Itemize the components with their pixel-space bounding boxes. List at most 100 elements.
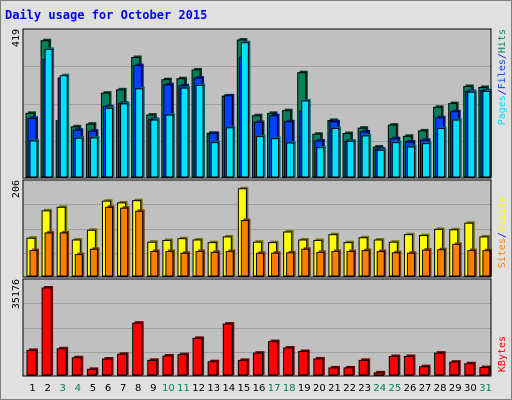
kbytes-bar <box>313 356 325 376</box>
kbytes-bar <box>132 321 144 376</box>
panel-border-2 <box>22 179 492 278</box>
legend-separator: / <box>497 232 508 238</box>
pages-bar <box>452 118 462 178</box>
pages-bar <box>225 125 236 178</box>
x-tick-label: 29 <box>449 383 462 394</box>
x-tick-label: 8 <box>135 383 141 394</box>
kbytes-bar <box>464 361 476 376</box>
kbytes-bar <box>268 339 280 376</box>
kbytes-bar <box>86 367 99 376</box>
kbytes-bar <box>403 354 416 376</box>
pages-bar <box>482 89 492 178</box>
pages-bar <box>240 40 251 178</box>
pages-bar <box>346 139 357 178</box>
sites-bar <box>452 242 462 277</box>
x-tick-label: 27 <box>419 383 432 394</box>
sites-bar <box>271 251 281 277</box>
pages-bar <box>150 118 160 178</box>
pages-bar <box>422 141 432 178</box>
x-tick-label: 28 <box>434 383 447 394</box>
pages-bar <box>376 148 387 178</box>
kbytes-bar <box>419 364 431 376</box>
kbytes-bar <box>207 359 220 376</box>
legend-separator: / <box>497 53 508 59</box>
x-tick-label: 7 <box>120 383 126 394</box>
panel-max-label-2: 206 <box>11 180 22 198</box>
x-tick-label: 31 <box>479 383 492 394</box>
x-tick-label: 22 <box>343 383 356 394</box>
kbytes-bar <box>252 351 265 376</box>
panel-max-label-3: 35176 <box>11 279 22 309</box>
sites-bar <box>482 248 492 277</box>
sites-bar <box>301 247 311 277</box>
x-tick-label: 6 <box>105 383 111 394</box>
x-tick-label: 4 <box>75 383 81 394</box>
sites-bar <box>120 206 130 277</box>
kbytes-bar <box>41 286 54 376</box>
x-tick-label: 20 <box>313 383 326 394</box>
x-tick-label: 11 <box>177 383 190 394</box>
pages-bar <box>165 113 175 178</box>
pages-bar <box>361 133 372 178</box>
kbytes-bar <box>147 358 159 376</box>
x-tick-label: 3 <box>60 383 66 394</box>
kbytes-bar <box>373 370 386 376</box>
kbytes-bar <box>237 358 250 376</box>
pages-bar <box>210 140 221 178</box>
pages-bar <box>29 138 39 178</box>
kbytes-bar <box>71 355 84 376</box>
x-tick-label: 1 <box>29 383 35 394</box>
kbytes-bar <box>101 357 114 376</box>
x-tick-label: 14 <box>222 383 235 394</box>
pages-bar <box>89 135 100 178</box>
kbytes-bar <box>56 346 69 376</box>
pages-bar <box>271 136 281 178</box>
x-tick-label: 18 <box>283 383 296 394</box>
pages-bar <box>180 86 190 178</box>
pages-bar <box>301 98 311 178</box>
pages-bar <box>135 86 145 178</box>
pages-bar <box>406 145 417 178</box>
x-tick-label: 19 <box>298 383 311 394</box>
legend-visits-sites: Sites/Visits <box>497 196 508 268</box>
sites-bar <box>406 251 417 277</box>
sites-bar <box>29 248 39 277</box>
x-tick-label: 16 <box>253 383 266 394</box>
sites-bar <box>391 250 402 277</box>
pages-bar <box>120 101 130 178</box>
sites-bar <box>195 249 206 277</box>
kbytes-bar <box>162 353 174 376</box>
legend-separator: / <box>497 89 508 95</box>
kbytes-bar <box>26 348 38 376</box>
kbytes-bar <box>298 349 310 376</box>
kbytes-bar <box>358 358 371 376</box>
legend-pages: Pages <box>497 95 508 125</box>
kbytes-bar <box>343 365 356 376</box>
sites-bar <box>44 230 55 277</box>
sites-bar <box>286 250 296 277</box>
pages-bar <box>286 140 296 178</box>
pages-bar <box>467 90 477 178</box>
panel-border-3 <box>22 278 492 377</box>
kbytes-bar <box>177 352 189 376</box>
sites-bar <box>240 218 251 277</box>
sites-bar <box>180 251 190 277</box>
pages-bar <box>74 136 85 178</box>
x-tick-label: 24 <box>373 383 386 394</box>
sites-bar <box>210 250 221 277</box>
kbytes-bar <box>328 365 340 376</box>
chart-title: Daily usage for October 2015 <box>5 8 208 22</box>
x-tick-label: 25 <box>389 383 402 394</box>
sites-bar <box>437 247 447 277</box>
x-tick-label: 10 <box>162 383 175 394</box>
x-tick-label: 17 <box>268 383 281 394</box>
sites-bar <box>346 249 357 277</box>
x-tick-label: 23 <box>358 383 371 394</box>
legend-kbytes: KBytes <box>497 336 508 372</box>
pages-bar <box>44 47 55 178</box>
sites-bar <box>59 230 70 277</box>
legend-hits-files-pages: Pages/Files/Hits <box>497 29 508 125</box>
pages-bar <box>391 140 402 178</box>
x-tick-label: 13 <box>207 383 220 394</box>
kbytes-bar <box>388 354 401 376</box>
